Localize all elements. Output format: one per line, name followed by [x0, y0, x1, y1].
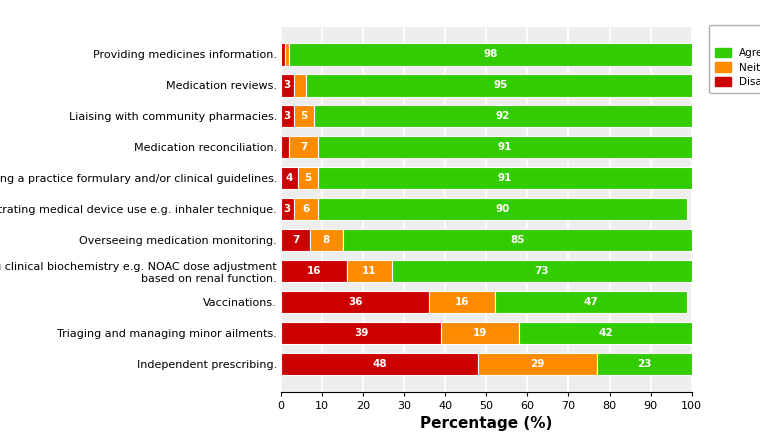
Text: 29: 29: [530, 359, 545, 369]
Bar: [318, 136, 692, 158]
Bar: [281, 136, 290, 158]
Bar: [281, 291, 429, 313]
Bar: [298, 167, 318, 189]
Text: 91: 91: [498, 173, 512, 183]
Text: 7: 7: [292, 235, 299, 245]
Bar: [281, 353, 478, 375]
Text: 42: 42: [598, 328, 613, 338]
Bar: [281, 105, 293, 127]
Bar: [347, 260, 392, 282]
Text: 4: 4: [286, 173, 293, 183]
Bar: [442, 322, 519, 344]
Legend: Agree, Neither agree nor disagree, Disagree: Agree, Neither agree nor disagree, Disag…: [709, 24, 760, 93]
Text: 23: 23: [637, 359, 651, 369]
Text: 90: 90: [496, 204, 510, 214]
Text: 16: 16: [454, 297, 469, 307]
Bar: [392, 260, 692, 282]
Text: 91: 91: [498, 142, 512, 152]
Text: 92: 92: [496, 111, 510, 121]
Text: 48: 48: [372, 359, 387, 369]
Bar: [281, 167, 298, 189]
Bar: [281, 322, 442, 344]
Bar: [318, 167, 692, 189]
Bar: [281, 260, 347, 282]
Bar: [293, 105, 314, 127]
Bar: [314, 105, 692, 127]
Text: 6: 6: [302, 204, 309, 214]
Bar: [318, 198, 688, 220]
Bar: [281, 43, 285, 65]
Bar: [343, 229, 692, 251]
Text: 5: 5: [304, 173, 312, 183]
Text: 16: 16: [307, 266, 321, 276]
Bar: [519, 322, 692, 344]
Text: 3: 3: [283, 204, 291, 214]
Bar: [429, 291, 495, 313]
Text: 3: 3: [283, 111, 291, 121]
Bar: [293, 198, 318, 220]
Text: 3: 3: [283, 81, 291, 90]
Text: 73: 73: [534, 266, 549, 276]
Text: 98: 98: [483, 49, 498, 60]
Text: 95: 95: [493, 81, 508, 90]
Bar: [290, 43, 692, 65]
Bar: [310, 229, 343, 251]
Bar: [478, 353, 597, 375]
Text: 85: 85: [510, 235, 524, 245]
Text: 11: 11: [363, 266, 377, 276]
Text: 8: 8: [323, 235, 330, 245]
Bar: [285, 43, 290, 65]
Text: 5: 5: [300, 111, 307, 121]
Text: 36: 36: [348, 297, 363, 307]
X-axis label: Percentage (%): Percentage (%): [420, 416, 553, 431]
Text: 39: 39: [354, 328, 369, 338]
Bar: [293, 74, 306, 97]
Bar: [597, 353, 692, 375]
Bar: [281, 229, 310, 251]
Bar: [281, 198, 293, 220]
Bar: [281, 74, 293, 97]
Text: 47: 47: [584, 297, 598, 307]
Text: 7: 7: [300, 142, 308, 152]
Bar: [290, 136, 318, 158]
Bar: [306, 74, 695, 97]
Bar: [495, 291, 688, 313]
Text: 19: 19: [473, 328, 487, 338]
